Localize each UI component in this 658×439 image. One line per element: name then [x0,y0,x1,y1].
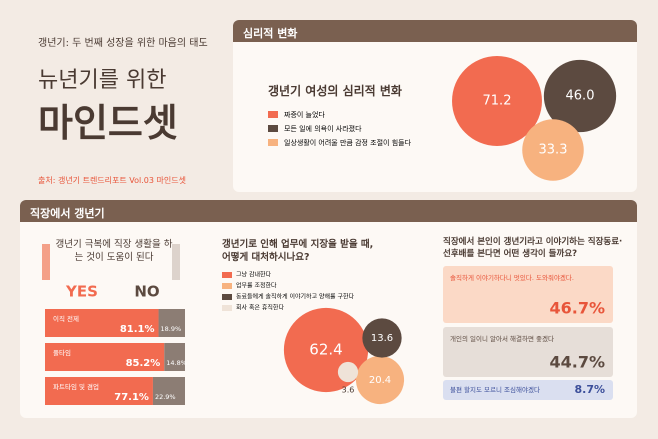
opinion-box [443,266,613,323]
row-label: 파트타임 및 겸업 [53,382,99,391]
opinion-value: 46.7% [549,299,605,318]
question: 갱년기로 인해 업무에 지장을 받을 때, 어떻게 대처하시나요? [222,239,374,263]
yes-bar [45,309,159,337]
row-label: 풀타임 [53,348,71,357]
bubble-label: 62.4 [309,341,342,359]
row-label: 이직 전제 [53,314,79,323]
legend-label: 그냥 감내한다 [236,271,272,279]
title-line: 뉴년기를 위한 [38,68,167,93]
no-bar [152,377,185,405]
opinion-box [443,327,613,377]
bubble-label: 13.6 [371,333,393,344]
yes-value: 85.2% [126,358,161,369]
yes-label: YES [65,283,98,301]
legend-swatch [222,294,232,300]
legend-label: 일상생활이 어려울 만큼 감정 조절이 힘들다 [284,138,412,147]
bubble [362,318,402,358]
no-value: 22.9% [155,393,176,401]
title-main: 마인드셋 [38,101,178,145]
legend-label: 업무를 조정한다 [236,282,277,290]
bubble-label: 71.2 [483,94,512,109]
yes-value: 81.1% [120,324,155,335]
figure-icon [42,244,50,280]
legend-label: 모든 일에 의욕이 사라졌다 [284,124,362,133]
legend-label: 동료들에게 솔직하게 이야기하고 양해를 구한다 [236,293,355,301]
section-title: 직장에서 갱년기 [20,200,637,222]
kicker: 갱년기: 두 번째 성장을 위한 마음의 태도 [38,38,208,49]
no-value: 14.8% [166,359,187,367]
question: 갱년기 극복에 직장 생활을 하는 것이 도움이 된다 [55,239,173,263]
opinion-value: 8.7% [574,383,605,396]
yes-bar [45,377,153,405]
no-bar [164,343,185,371]
legend-label: 회사 혹은 휴직한다 [236,304,284,312]
opinion-label: 불편 할지도 모르니 조심해야겠다 [450,385,540,394]
bubble-label: 3.6 [342,386,355,395]
no-label: NO [134,283,159,301]
opinion-label: 솔직하게 이야기하다니 멋있다. 도와줘야겠다. [450,273,574,282]
bubble-label: 20.4 [369,375,391,386]
figure-icon [172,244,180,280]
section-title: 심리적 변화 [233,20,637,42]
legend-swatch [268,111,278,118]
legend-swatch [222,272,232,278]
opinion-value: 44.7% [549,353,605,372]
bubble [543,59,617,133]
no-bar [158,309,185,337]
bubble-label: 33.3 [539,143,568,158]
bubble [452,56,542,146]
legend-swatch [268,125,278,132]
yes-value: 77.1% [114,392,149,403]
legend-swatch [222,305,232,311]
opinion-label: 개인의 일이니 알아서 해결하면 좋겠다 [450,334,554,343]
legend-label: 짜증이 늘었다 [284,110,325,119]
chart-title: 갱년기 여성의 심리적 변화 [268,84,402,98]
bubble [355,355,405,405]
question: 직장에서 본인이 갱년기라고 이야기하는 직장동료·선후배를 본다면 어떤 생각… [443,237,623,259]
legend-swatch [268,139,278,146]
opinion-box [443,380,613,400]
bubble-label: 46.0 [566,89,595,104]
no-value: 18.9% [161,325,182,333]
bubble [522,119,584,181]
source: 출처: 갱년기 트렌드리포트 Vol.03 마인드셋 [38,176,186,185]
legend-swatch [222,283,232,289]
bubble [337,361,359,383]
yes-bar [45,343,165,371]
